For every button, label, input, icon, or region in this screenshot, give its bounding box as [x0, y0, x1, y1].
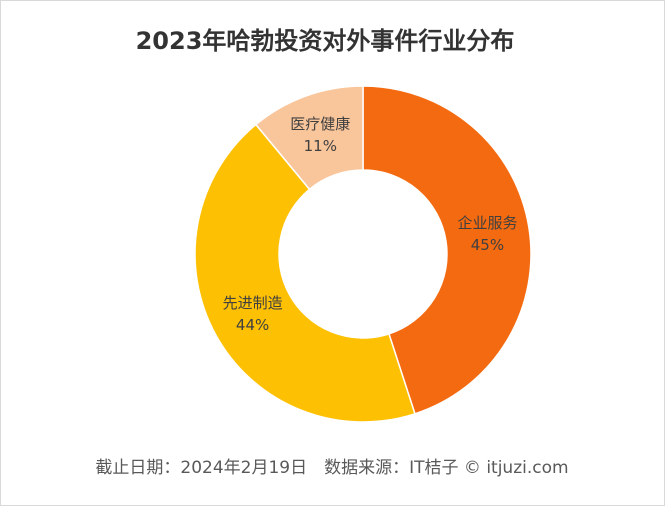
donut-slice — [362, 85, 532, 415]
slice-label: 企业服务 — [457, 214, 517, 232]
chart-title: 2023年哈勃投资对外事件行业分布 — [136, 27, 515, 55]
donut-slice — [194, 123, 416, 423]
source-note: 截止日期：2024年2月19日 数据来源：IT桔子 © itjuzi.com — [95, 458, 568, 478]
slice-value-label: 44% — [236, 316, 269, 334]
slice-value-label: 45% — [471, 236, 504, 254]
slice-value-label: 11% — [304, 137, 337, 155]
slice-label: 医疗健康 — [290, 115, 350, 133]
donut-slice — [254, 85, 364, 191]
slice-label: 先进制造 — [223, 294, 283, 312]
